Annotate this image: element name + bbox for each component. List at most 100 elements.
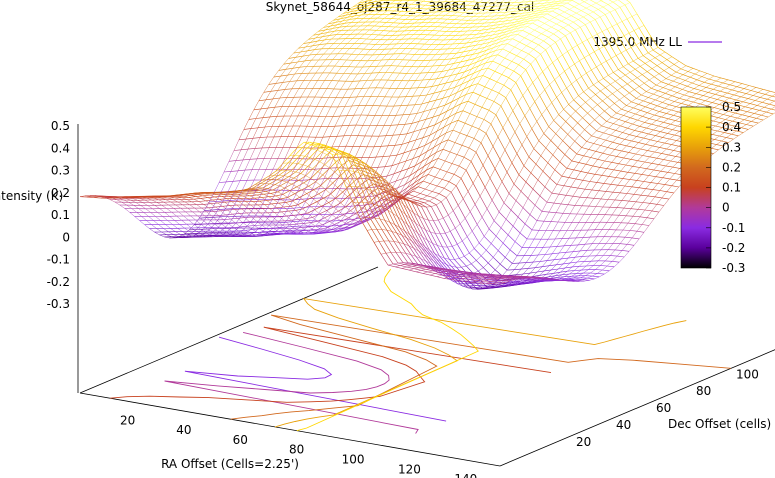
surface-segment (395, 205, 403, 221)
surface-segment (437, 104, 445, 108)
surface-segment (295, 208, 303, 211)
surface-segment (549, 177, 558, 185)
surface-segment (534, 29, 542, 34)
surface-segment (454, 83, 462, 88)
surface-segment (383, 240, 392, 253)
surface-segment (476, 116, 485, 120)
surface-segment (257, 232, 263, 235)
surface-segment (615, 249, 623, 251)
surface-segment (409, 170, 418, 176)
surface-segment (224, 201, 232, 203)
surface-segment (553, 120, 561, 128)
surface-segment (750, 103, 758, 106)
surface-segment (429, 8, 435, 13)
surface-segment (424, 39, 430, 45)
surface-segment (179, 224, 185, 229)
surface-segment (440, 15, 446, 19)
surface-segment (411, 174, 420, 181)
surface-segment (526, 45, 534, 50)
surface-segment (230, 170, 239, 172)
surface-segment (578, 162, 586, 165)
surface-segment (296, 182, 304, 188)
surface-segment (454, 142, 463, 146)
surface-segment (617, 255, 625, 258)
surface-segment (460, 1, 466, 5)
surface-segment (324, 226, 330, 231)
surface-segment (193, 223, 199, 228)
surface-segment (306, 230, 312, 233)
surface-segment (693, 101, 701, 105)
surface-segment (387, 35, 393, 40)
surface-segment (317, 72, 323, 81)
surface-segment (402, 23, 408, 28)
surface-segment (275, 75, 281, 84)
surface-segment (353, 22, 359, 27)
surface-segment (594, 119, 602, 127)
surface-segment (421, 206, 429, 221)
surface-segment (519, 232, 528, 240)
surface-segment (464, 122, 473, 127)
surface-segment (427, 240, 435, 254)
surface-segment (578, 95, 586, 103)
surface-segment (228, 231, 234, 236)
surface-segment (394, 34, 400, 40)
surface-segment (289, 147, 298, 156)
surface-segment (258, 158, 265, 170)
surface-segment (527, 9, 535, 11)
surface-segment (248, 109, 254, 120)
surface-segment (593, 84, 601, 92)
surface-segment (351, 18, 357, 23)
surface-segment (254, 180, 263, 185)
surface-segment (509, 249, 518, 257)
contour-lines (110, 268, 731, 434)
surface-segment (586, 7, 594, 13)
surface-segment (220, 192, 226, 194)
surface-segment (327, 59, 333, 67)
surface-segment (485, 249, 494, 258)
surface-segment (305, 147, 312, 159)
surface-segment (404, 264, 412, 267)
surface-segment (611, 116, 619, 120)
surface-segment (353, 178, 360, 189)
surface-segment (265, 234, 271, 236)
surface-segment (642, 74, 650, 81)
surface-segment (230, 218, 238, 220)
surface-segment (701, 76, 710, 80)
surface-segment (240, 148, 249, 151)
surface-segment (656, 157, 664, 160)
surface-segment (537, 19, 545, 24)
surface-segment (687, 85, 695, 89)
surface-segment (574, 63, 582, 77)
surface-segment (293, 51, 301, 54)
surface-segment (569, 9, 577, 14)
surface-segment (373, 136, 380, 147)
surface-segment (269, 179, 276, 191)
surface-segment (312, 147, 319, 159)
surface-segment (473, 248, 482, 257)
surface-segment (366, 34, 372, 40)
surface-segment (207, 232, 213, 236)
surface-segment (271, 175, 280, 180)
surface-segment (428, 18, 434, 23)
surface-segment (600, 145, 608, 148)
surface-segment (341, 59, 347, 67)
surface-segment (553, 271, 561, 274)
surface-segment (458, 165, 467, 171)
surface-segment (324, 72, 330, 81)
surface-segment (305, 80, 311, 89)
surface-segment (628, 32, 637, 45)
surface-segment (327, 28, 333, 33)
surface-segment (385, 134, 393, 136)
surface-segment (198, 227, 204, 232)
surface-segment (275, 82, 283, 84)
surface-segment (269, 107, 275, 117)
surface-segment (309, 198, 315, 207)
surface-segment (374, 0, 378, 2)
surface-segment (431, 11, 437, 16)
surface-segment (436, 76, 444, 80)
surface-segment (660, 170, 668, 173)
surface-segment (504, 27, 512, 30)
surface-segment (621, 108, 629, 112)
surface-segment (647, 195, 655, 198)
surface-segment (321, 167, 330, 169)
